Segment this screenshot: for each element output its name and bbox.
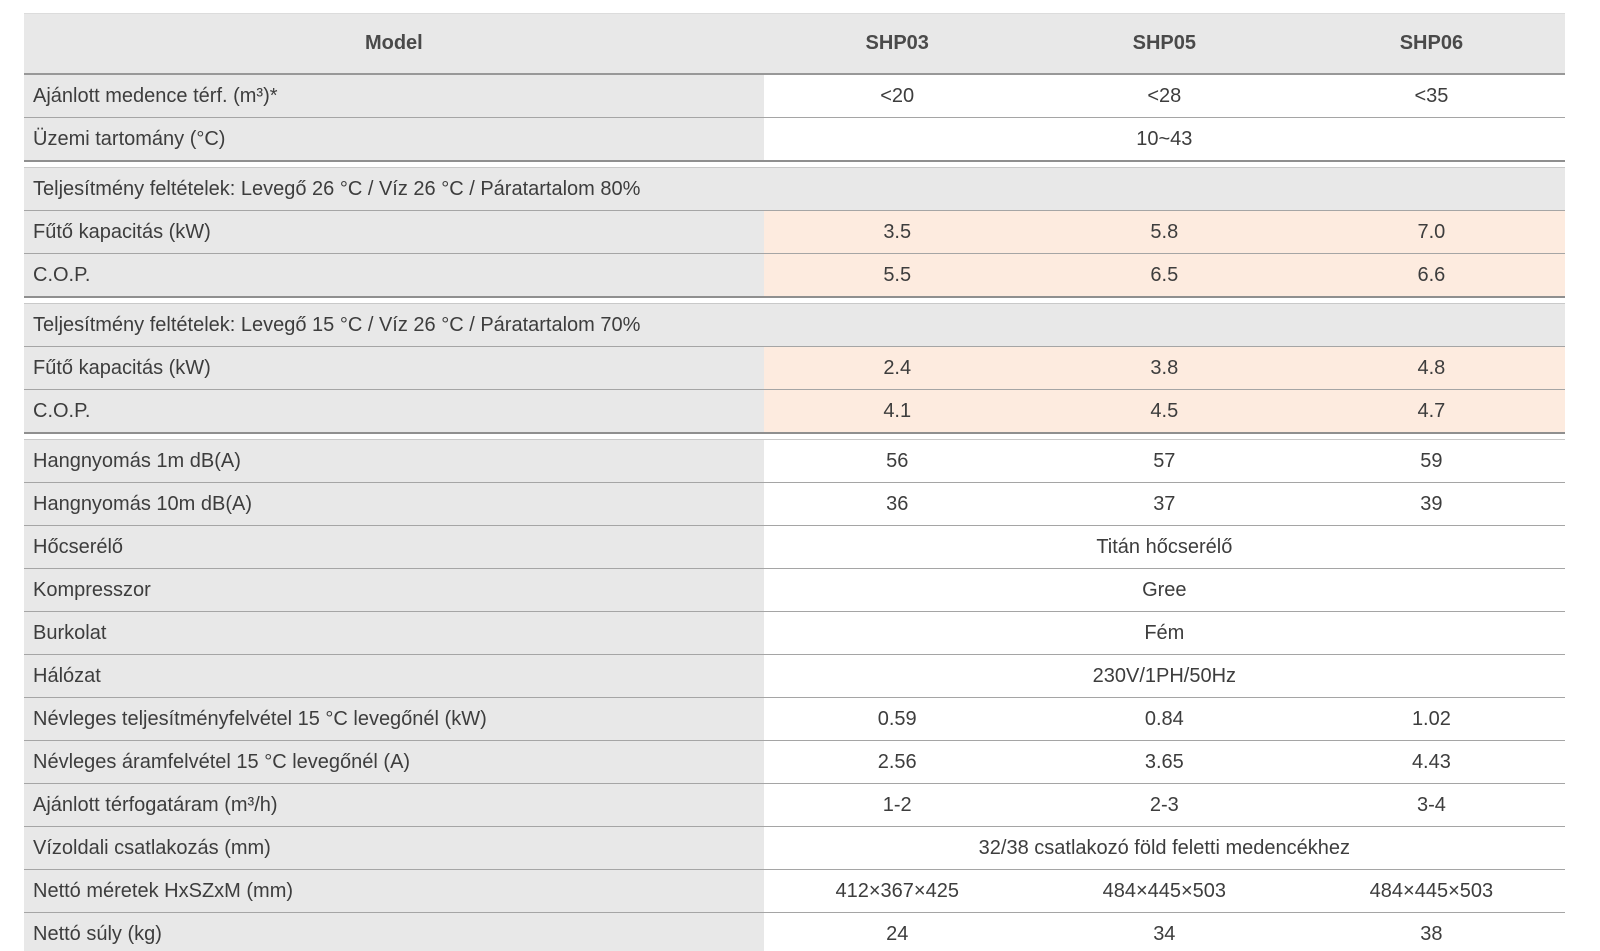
value-cell: <28 bbox=[1030, 75, 1298, 117]
row-label: Ajánlott térfogatáram (m³/h) bbox=[24, 784, 764, 826]
value-cell: 484×445×503 bbox=[1030, 870, 1298, 912]
value-cell: 4.7 bbox=[1297, 390, 1565, 432]
row-label: Fűtő kapacitás (kW) bbox=[24, 347, 764, 389]
section-header-row: Teljesítmény feltételek: Levegő 15 °C / … bbox=[24, 304, 1565, 346]
table-row: Burkolat Fém bbox=[24, 611, 1565, 654]
row-label: Üzemi tartomány (°C) bbox=[24, 118, 764, 160]
value-cell: 5.5 bbox=[763, 254, 1031, 296]
value-cell: 2.4 bbox=[763, 347, 1031, 389]
column-header-shp06: SHP06 bbox=[1297, 14, 1565, 73]
value-cell: <35 bbox=[1297, 75, 1565, 117]
row-label: Vízoldali csatlakozás (mm) bbox=[24, 827, 764, 869]
column-header-model: Model bbox=[24, 14, 764, 73]
row-label: Ajánlott medence térf. (m³)* bbox=[24, 75, 764, 117]
value-cell: 4.5 bbox=[1030, 390, 1298, 432]
value-cell: 5.8 bbox=[1030, 211, 1298, 253]
table-row: Névleges teljesítményfelvétel 15 °C leve… bbox=[24, 697, 1565, 740]
row-label: Nettó méretek HxSZxM (mm) bbox=[24, 870, 764, 912]
section-header-label: Teljesítmény feltételek: Levegő 26 °C / … bbox=[24, 168, 1565, 210]
value-cell: 56 bbox=[763, 440, 1031, 482]
table-section: Teljesítmény feltételek: Levegő 15 °C / … bbox=[24, 303, 1565, 434]
table-row: C.O.P. 5.5 6.5 6.6 bbox=[24, 253, 1565, 296]
value-cell: 0.59 bbox=[763, 698, 1031, 740]
table-row: Vízoldali csatlakozás (mm) 32/38 csatlako… bbox=[24, 826, 1565, 869]
table-section: Teljesítmény feltételek: Levegő 26 °C / … bbox=[24, 167, 1565, 298]
table-row: Nettó súly (kg) 24 34 38 bbox=[24, 912, 1565, 951]
row-label: Burkolat bbox=[24, 612, 764, 654]
value-cell: 7.0 bbox=[1297, 211, 1565, 253]
table-row: Hőcserélő Titán hőcserélő bbox=[24, 525, 1565, 568]
row-label: C.O.P. bbox=[24, 390, 764, 432]
value-cell: 6.5 bbox=[1030, 254, 1298, 296]
value-cell: <20 bbox=[763, 75, 1031, 117]
table-row: Névleges áramfelvétel 15 °C levegőnél (A… bbox=[24, 740, 1565, 783]
table-row: Kompresszor Gree bbox=[24, 568, 1565, 611]
row-label: C.O.P. bbox=[24, 254, 764, 296]
table-row: C.O.P. 4.1 4.5 4.7 bbox=[24, 389, 1565, 432]
value-cell: 3.5 bbox=[763, 211, 1031, 253]
table-section: Hangnyomás 1m dB(A) 56 57 59 Hangnyomás 10m … bbox=[24, 439, 1565, 951]
value-cell: 0.84 bbox=[1030, 698, 1298, 740]
merged-value-cell: 230V/1PH/50Hz bbox=[763, 655, 1565, 697]
table-row: Fűtő kapacitás (kW) 2.4 3.8 4.8 bbox=[24, 346, 1565, 389]
value-cell: 38 bbox=[1297, 913, 1565, 951]
row-label: Hangnyomás 1m dB(A) bbox=[24, 440, 764, 482]
section-header-label: Teljesítmény feltételek: Levegő 15 °C / … bbox=[24, 304, 1565, 346]
table-row: Ajánlott térfogatáram (m³/h) 1-2 2-3 3-4 bbox=[24, 783, 1565, 826]
row-label: Nettó súly (kg) bbox=[24, 913, 764, 951]
value-cell: 412×367×425 bbox=[763, 870, 1031, 912]
value-cell: 1.02 bbox=[1297, 698, 1565, 740]
value-cell: 24 bbox=[763, 913, 1031, 951]
value-cell: 2-3 bbox=[1030, 784, 1298, 826]
merged-value-cell: 10~43 bbox=[763, 118, 1565, 160]
value-cell: 484×445×503 bbox=[1297, 870, 1565, 912]
row-label: Névleges áramfelvétel 15 °C levegőnél (A… bbox=[24, 741, 764, 783]
merged-value-cell: Fém bbox=[763, 612, 1565, 654]
row-label: Fűtő kapacitás (kW) bbox=[24, 211, 764, 253]
merged-value-cell: Gree bbox=[763, 569, 1565, 611]
value-cell: 2.56 bbox=[763, 741, 1031, 783]
value-cell: 1-2 bbox=[763, 784, 1031, 826]
table-header-row: Model SHP03 SHP05 SHP06 bbox=[24, 13, 1565, 73]
row-label: Hangnyomás 10m dB(A) bbox=[24, 483, 764, 525]
spec-table: Model SHP03 SHP05 SHP06 Ajánlott medence… bbox=[24, 13, 1565, 951]
table-row: Nettó méretek HxSZxM (mm) 412×367×425 484×… bbox=[24, 869, 1565, 912]
value-cell: 6.6 bbox=[1297, 254, 1565, 296]
merged-value-cell: Titán hőcserélő bbox=[763, 526, 1565, 568]
table-row: Üzemi tartomány (°C) 10~43 bbox=[24, 117, 1565, 160]
value-cell: 39 bbox=[1297, 483, 1565, 525]
value-cell: 3.65 bbox=[1030, 741, 1298, 783]
value-cell: 4.43 bbox=[1297, 741, 1565, 783]
table-row: Hangnyomás 1m dB(A) 56 57 59 bbox=[24, 440, 1565, 482]
merged-value-cell: 32/38 csatlakozó föld feletti medencékhe… bbox=[763, 827, 1565, 869]
value-cell: 36 bbox=[763, 483, 1031, 525]
table-row: Hangnyomás 10m dB(A) 36 37 39 bbox=[24, 482, 1565, 525]
column-header-shp05: SHP05 bbox=[1030, 14, 1298, 73]
table-section: Ajánlott medence térf. (m³)* <20 <28 <35 Üze… bbox=[24, 73, 1565, 162]
row-label: Hőcserélő bbox=[24, 526, 764, 568]
column-header-shp03: SHP03 bbox=[763, 14, 1031, 73]
value-cell: 57 bbox=[1030, 440, 1298, 482]
table-row: Hálózat 230V/1PH/50Hz bbox=[24, 654, 1565, 697]
value-cell: 3.8 bbox=[1030, 347, 1298, 389]
value-cell: 4.1 bbox=[763, 390, 1031, 432]
row-label: Kompresszor bbox=[24, 569, 764, 611]
value-cell: 3-4 bbox=[1297, 784, 1565, 826]
table-row: Fűtő kapacitás (kW) 3.5 5.8 7.0 bbox=[24, 210, 1565, 253]
table-row: Ajánlott medence térf. (m³)* <20 <28 <35 bbox=[24, 75, 1565, 117]
value-cell: 37 bbox=[1030, 483, 1298, 525]
row-label: Névleges teljesítményfelvétel 15 °C leve… bbox=[24, 698, 764, 740]
value-cell: 34 bbox=[1030, 913, 1298, 951]
table-body: Ajánlott medence térf. (m³)* <20 <28 <35 Üze… bbox=[24, 73, 1565, 951]
value-cell: 59 bbox=[1297, 440, 1565, 482]
section-header-row: Teljesítmény feltételek: Levegő 26 °C / … bbox=[24, 168, 1565, 210]
value-cell: 4.8 bbox=[1297, 347, 1565, 389]
row-label: Hálózat bbox=[24, 655, 764, 697]
